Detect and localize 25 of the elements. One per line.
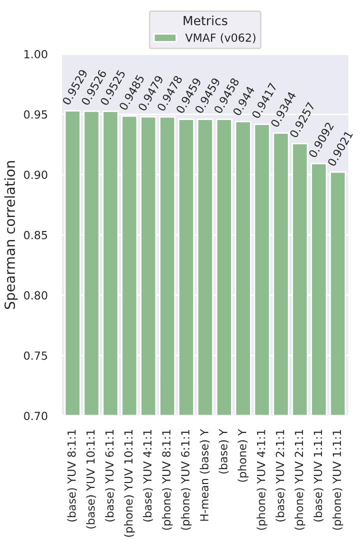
x-tick-label: H-mean (base) Y (200, 428, 210, 521)
x-tick-label: (base) YUV 6:1:1 (105, 430, 115, 522)
x-tick-label: (base) YUV 2:1:1 (276, 430, 286, 522)
x-tick-label: (base) YUV 1:1:1 (314, 430, 324, 522)
y-tick-label: 0.80 (24, 291, 48, 300)
y-tick-label: 1.00 (24, 50, 48, 58)
x-tick-label: (base) YUV 10:1:1 (86, 430, 96, 529)
x-tick-label: (phone) YUV 8:1:1 (162, 430, 173, 530)
legend-title: Metrics (184, 16, 228, 26)
x-tick-label: (phone) YUV 1:1:1 (332, 430, 344, 530)
x-tick-label: (base) Y (218, 428, 229, 474)
x-tick-label: (phone) YUV 6:1:1 (180, 430, 192, 530)
x-tick-label: (phone) Y (238, 428, 248, 482)
y-tick-label: 0.85 (24, 230, 48, 240)
y-tick-label: 0.75 (24, 351, 48, 360)
x-tick-label: (phone) YUV 10:1:1 (124, 430, 135, 537)
x-tick-label: (phone) YUV 2:1:1 (294, 430, 306, 530)
x-tick-label: (base) YUV 8:1:1 (67, 430, 78, 522)
y-tick-label: 0.95 (24, 110, 48, 119)
y-tick-label: 0.70 (24, 412, 48, 420)
y-axis-title: Spearman correlation (4, 161, 18, 309)
x-tick-label: (phone) YUV 4:1:1 (256, 430, 268, 530)
x-tick-label: (base) YUV 4:1:1 (142, 430, 153, 522)
y-tick-label: 0.90 (24, 170, 48, 179)
legend-label: VMAF (v062) (185, 33, 256, 44)
